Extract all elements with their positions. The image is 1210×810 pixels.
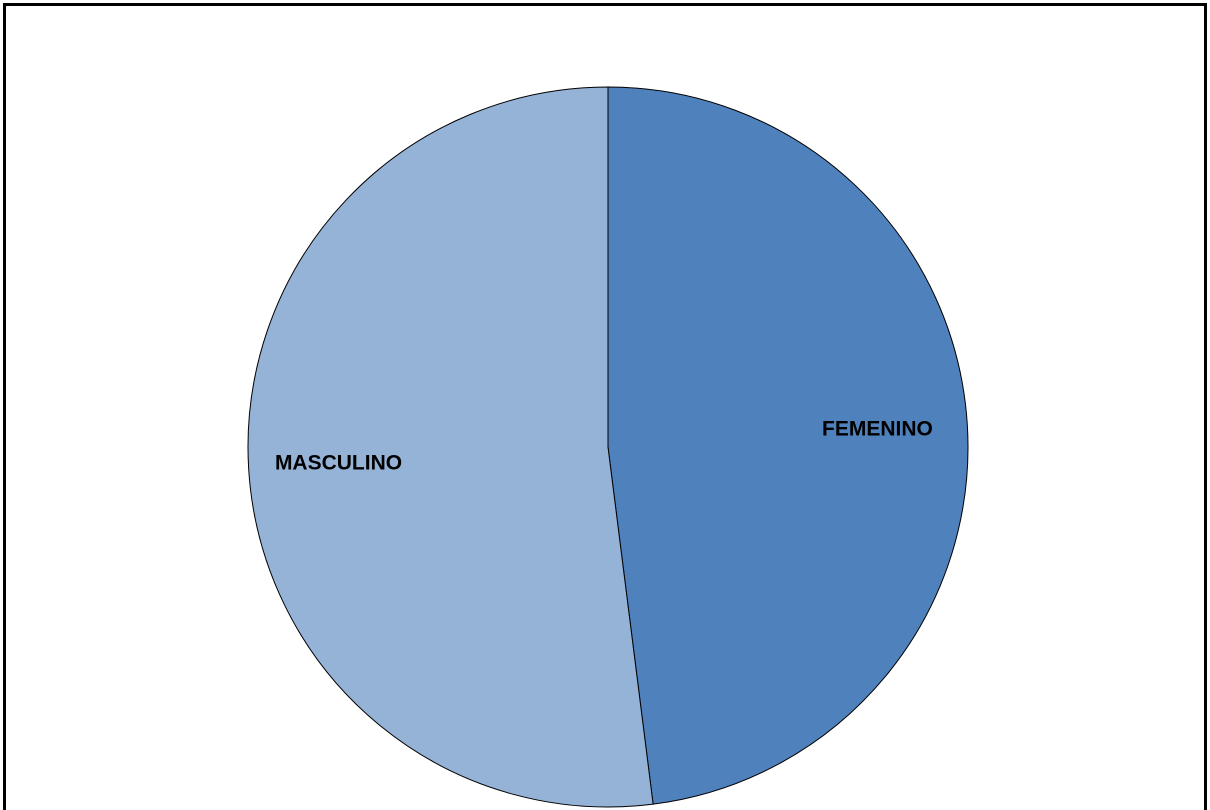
pie-slice — [607, 86, 969, 805]
pie-slice — [247, 86, 654, 808]
slice-label: MASCULINO — [275, 452, 402, 475]
slice-label: FEMENINO — [822, 418, 933, 441]
